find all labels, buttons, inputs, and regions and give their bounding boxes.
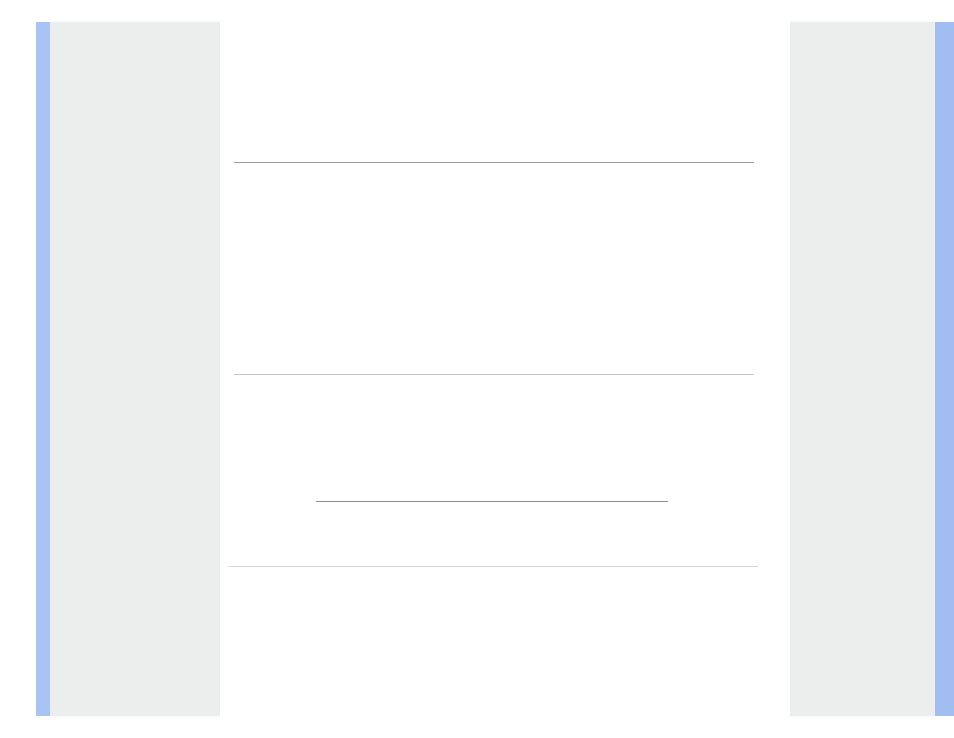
divider-1 — [234, 162, 754, 163]
page-wrap — [36, 22, 940, 716]
left-gutter — [50, 22, 220, 716]
divider-2 — [234, 374, 754, 375]
left-accent-bar — [36, 22, 50, 716]
content-area — [220, 22, 790, 716]
right-accent-bar — [935, 22, 954, 716]
divider-3 — [316, 501, 668, 502]
divider-4 — [228, 566, 758, 567]
right-gutter — [790, 22, 940, 716]
